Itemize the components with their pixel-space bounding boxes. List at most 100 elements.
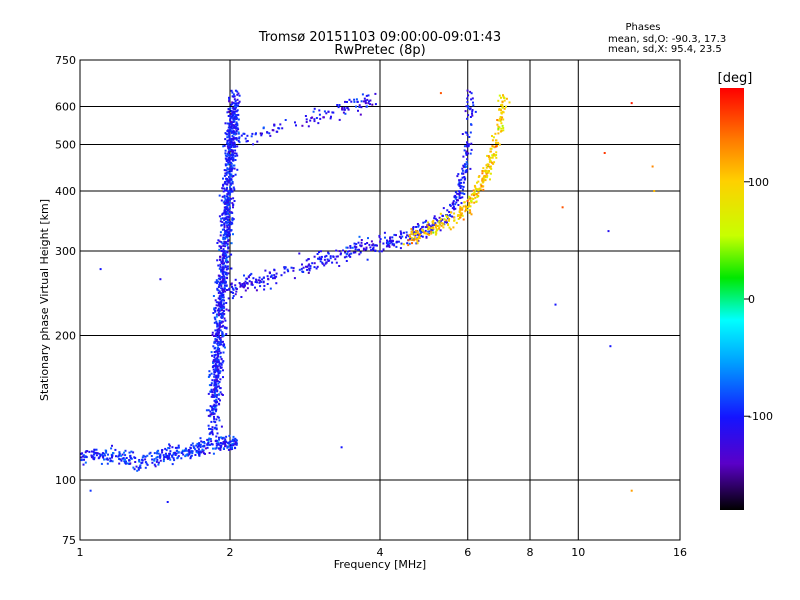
trace-point: [217, 382, 220, 385]
trace-point: [86, 450, 89, 453]
trace-point: [309, 267, 312, 270]
trace-point: [233, 164, 236, 167]
trace-point: [461, 167, 464, 170]
trace-point: [225, 326, 228, 329]
trace-point: [228, 124, 231, 127]
trace-point: [129, 462, 132, 465]
trace-point: [223, 317, 226, 320]
trace-point: [216, 342, 219, 345]
trace-point: [416, 237, 419, 240]
trace-point: [218, 372, 221, 374]
trace-point: [204, 447, 207, 450]
trace-point: [262, 126, 265, 129]
trace-point: [181, 450, 184, 453]
trace-point: [323, 110, 326, 113]
trace-point: [230, 178, 233, 181]
trace-point: [190, 450, 193, 453]
trace-point: [315, 117, 318, 119]
trace-point: [426, 233, 429, 236]
trace-point: [224, 245, 226, 248]
trace-point: [132, 451, 135, 454]
trace-point: [235, 117, 238, 119]
trace-point: [225, 242, 227, 245]
trace-point: [233, 112, 236, 114]
trace-point: [474, 110, 477, 113]
trace-point: [216, 333, 219, 335]
trace-point: [251, 283, 254, 286]
trace-point: [225, 158, 228, 161]
trace-point: [225, 160, 228, 163]
trace-point: [211, 430, 214, 433]
trace-point: [107, 453, 109, 456]
trace-point: [214, 310, 217, 313]
trace-point: [386, 240, 389, 243]
isolated-point: [554, 303, 557, 306]
trace-point: [191, 442, 194, 445]
trace-point: [347, 250, 349, 253]
trace-point: [230, 138, 233, 140]
trace-point: [96, 452, 99, 455]
trace-point: [220, 321, 223, 324]
trace-point: [215, 442, 218, 445]
trace-point: [171, 455, 174, 458]
trace-point: [268, 271, 271, 274]
trace-point: [318, 258, 321, 261]
trace-point: [207, 392, 210, 395]
trace-point: [451, 215, 454, 218]
trace-point: [165, 449, 168, 452]
trace-point: [225, 178, 228, 181]
trace-point: [211, 333, 214, 336]
trace-point: [101, 452, 104, 455]
trace-point: [222, 334, 225, 337]
trace-point: [320, 258, 323, 260]
trace-point: [452, 200, 455, 203]
trace-point: [243, 274, 245, 277]
trace-point: [464, 110, 467, 113]
trace-point: [222, 242, 225, 245]
y-tick-label: 750: [55, 54, 76, 67]
trace-point: [217, 280, 219, 283]
trace-point: [369, 246, 372, 249]
trace-point: [155, 456, 158, 459]
trace-point: [217, 289, 220, 292]
trace-point: [443, 218, 446, 221]
trace-point: [213, 417, 216, 420]
trace-point: [213, 356, 216, 359]
trace-point: [222, 253, 225, 256]
trace-point: [224, 138, 227, 141]
trace-point: [226, 265, 229, 268]
trace-point: [219, 336, 222, 339]
trace-point: [115, 455, 117, 458]
trace-point: [199, 443, 202, 446]
trace-point: [118, 462, 121, 465]
trace-point: [255, 279, 258, 282]
trace-point: [352, 251, 355, 254]
trace-point: [469, 205, 472, 208]
trace-point: [216, 351, 219, 354]
trace-point: [220, 241, 223, 244]
trace-point: [213, 399, 216, 402]
trace-point: [302, 271, 305, 273]
trace-point: [462, 205, 465, 208]
trace-point: [365, 247, 368, 250]
trace-point: [263, 288, 266, 291]
trace-point: [466, 152, 469, 155]
trace-point: [84, 461, 87, 464]
trace-point: [216, 287, 219, 290]
trace-point: [374, 244, 377, 247]
trace-point: [208, 427, 210, 430]
trace-point: [467, 205, 470, 208]
trace-point: [119, 458, 122, 461]
trace-point: [466, 143, 469, 146]
trace-point: [231, 156, 234, 159]
trace-point: [448, 226, 451, 229]
trace-point: [457, 173, 460, 176]
trace-point: [215, 424, 218, 427]
trace-point: [234, 108, 237, 110]
trace-point: [215, 304, 218, 307]
trace-point: [483, 176, 486, 179]
isolated-point: [99, 268, 102, 271]
trace-point: [230, 448, 232, 451]
